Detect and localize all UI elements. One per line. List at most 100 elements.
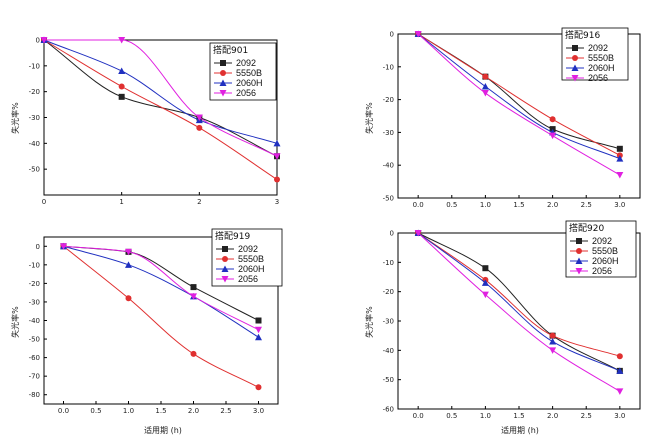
data-point-2060H <box>118 67 126 74</box>
series-line-5550B <box>63 245 259 388</box>
legend-marker <box>571 64 579 71</box>
data-point-2092 <box>255 317 262 324</box>
legend-label: 2056 <box>588 73 608 83</box>
legend-marker <box>572 45 578 51</box>
y-tick-label: -50 <box>29 336 40 344</box>
y-axis-label: 失光率% <box>10 102 20 134</box>
data-point-5550B <box>125 295 132 302</box>
data-point-5550B <box>196 124 203 131</box>
legend-label: 2092 <box>592 236 612 246</box>
data-point-2056 <box>273 153 281 160</box>
x-tick-label: 2 <box>197 198 201 206</box>
y-tick-label: -60 <box>383 406 394 414</box>
legend-label: 5550B <box>588 53 614 63</box>
data-point-2092 <box>118 93 125 100</box>
y-tick-label: -10 <box>29 62 40 70</box>
y-tick-label: -40 <box>29 317 40 325</box>
series-line-5550B <box>417 232 620 357</box>
series-line-2056 <box>417 232 621 392</box>
series-line-2092 <box>43 39 278 157</box>
y-tick-label: -10 <box>29 261 40 269</box>
x-tick-label: 2.5 <box>581 201 592 209</box>
data-point-2056 <box>118 37 126 44</box>
legend-label: 2056 <box>592 266 612 276</box>
data-point-2056 <box>40 37 48 44</box>
data-point-2060H <box>481 82 489 90</box>
y-tick-label: -40 <box>29 140 40 148</box>
data-point-2056 <box>414 230 422 237</box>
y-tick-label: -40 <box>383 162 394 170</box>
y-tick-label: 0 <box>390 31 394 39</box>
legend-label: 5550B <box>238 254 264 264</box>
x-axis-label: 适用期 (h) <box>501 425 539 435</box>
data-point-2056 <box>481 291 489 299</box>
y-tick-label: -30 <box>29 298 40 306</box>
data-point-2092 <box>616 145 623 152</box>
legend-label: 2060H <box>238 264 265 274</box>
y-tick-label: -40 <box>383 347 394 355</box>
data-point-2056 <box>195 114 203 121</box>
y-tick-label: 0 <box>36 37 40 45</box>
y-tick-label: -20 <box>383 288 394 296</box>
series-line-2060H <box>417 232 621 372</box>
data-point-5550B <box>118 83 125 90</box>
x-tick-label: 3 <box>275 198 279 206</box>
data-point-2060H <box>616 155 624 162</box>
legend-marker <box>220 70 226 76</box>
data-point-2056 <box>616 388 624 395</box>
series-line-2060H <box>43 39 278 144</box>
y-axis-label: 失光率% <box>364 102 374 134</box>
data-point-5550B <box>274 176 280 183</box>
legend-box <box>561 27 629 81</box>
legend-marker <box>571 75 579 82</box>
legend-marker <box>221 276 229 283</box>
chart-panel-3: 0 -10 -20 -30 -40 -50 -60 -70 -80 0.0 0.5 1.0 1.5 2.0… <box>10 228 283 435</box>
x-axis-label: 适用期 (h) <box>144 425 182 435</box>
data-point-2092 <box>190 284 197 291</box>
y-axis-label: 失光率% <box>364 306 374 338</box>
data-point-2056 <box>190 293 197 300</box>
legend-label: 5550B <box>236 68 262 78</box>
legend-label: 2060H <box>236 78 263 88</box>
x-tick-label: 3.0 <box>614 201 625 209</box>
legend-marker <box>576 248 582 254</box>
x-tick-label: 0.0 <box>58 407 69 415</box>
data-point-2056 <box>549 132 557 140</box>
data-point-2056 <box>125 248 132 256</box>
x-tick-label: 2.5 <box>220 407 231 415</box>
legend-marker <box>575 257 583 264</box>
series-line-2092 <box>417 232 621 372</box>
y-tick-label: -30 <box>383 129 394 137</box>
y-tick-label: 0 <box>390 230 394 238</box>
data-point-2056 <box>255 326 262 334</box>
legend-label: 2092 <box>588 43 608 53</box>
chart-title: 搭配920 <box>569 222 604 234</box>
data-point-2056 <box>481 90 489 97</box>
legend-marker <box>575 268 583 275</box>
data-point-2056 <box>60 243 67 250</box>
legend-marker <box>576 238 582 244</box>
data-point-5550B <box>255 384 262 391</box>
data-point-5550B <box>549 332 556 339</box>
legend-marker <box>219 79 227 86</box>
y-tick-label: -10 <box>383 63 394 71</box>
x-tick-label: 0 <box>42 198 46 206</box>
legend-label: 2092 <box>236 58 256 68</box>
x-tick-label: 0.5 <box>90 407 101 415</box>
data-point-2060H <box>125 261 132 268</box>
legend-label: 2056 <box>238 274 258 284</box>
data-point-5550B <box>482 73 489 80</box>
series-line-2056 <box>63 245 259 331</box>
y-tick-label: 0 <box>36 243 40 251</box>
y-tick-label: -20 <box>29 88 40 96</box>
x-tick-label: 1 <box>119 198 123 206</box>
x-tick-label: 1.0 <box>123 407 134 415</box>
x-tick-label: 2.0 <box>188 407 199 415</box>
x-tick-label: 3.0 <box>253 407 264 415</box>
x-tick-label: 0.5 <box>446 201 457 209</box>
legend-label: 2060H <box>592 256 619 266</box>
data-point-2060H <box>616 367 624 374</box>
legend-label: 2056 <box>236 88 256 98</box>
